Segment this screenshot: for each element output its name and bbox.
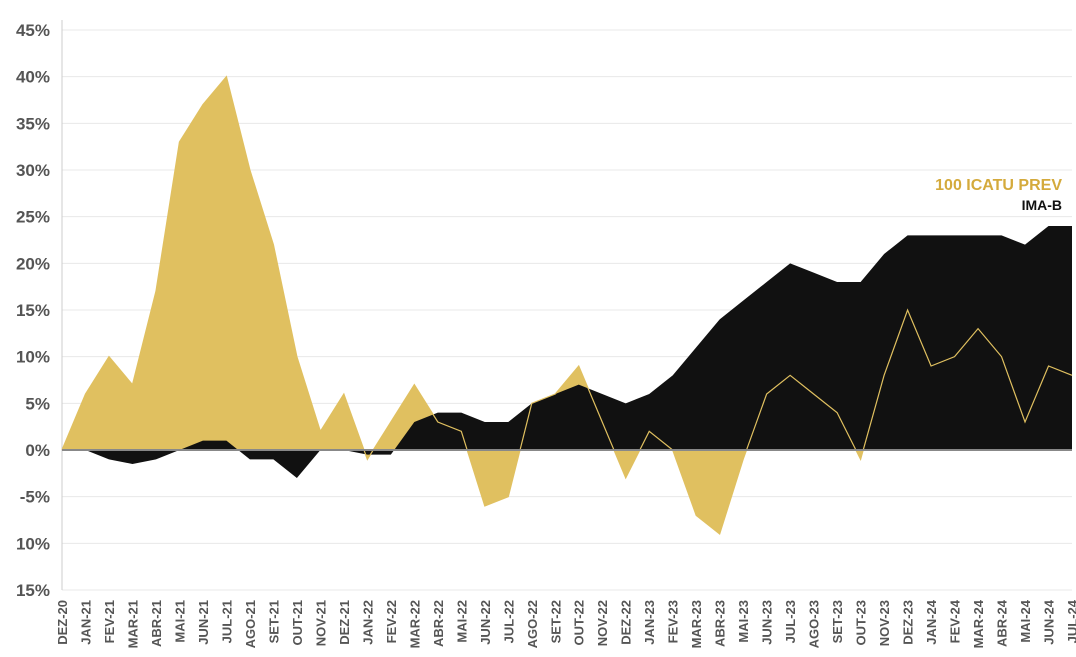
y-tick-label: 5% <box>25 394 50 413</box>
x-tick-label: DEZ-20 <box>55 600 70 645</box>
x-tick-label: AGO-21 <box>243 600 258 648</box>
x-tick-label: JUL-23 <box>783 600 798 643</box>
x-tick-label: JUN-22 <box>478 600 493 645</box>
x-tick-label: JAN-21 <box>78 600 93 645</box>
x-tick-label: NOV-21 <box>313 600 328 646</box>
legend-label: IMA-B <box>1022 197 1062 213</box>
y-tick-label: 25% <box>16 208 50 227</box>
y-tick-label: 15% <box>16 581 50 600</box>
x-tick-label: SET-21 <box>266 600 281 643</box>
x-tick-label: ABR-22 <box>431 600 446 647</box>
x-tick-label: AGO-22 <box>525 600 540 648</box>
x-tick-label: NOV-22 <box>595 600 610 646</box>
x-tick-label: FEV-24 <box>948 599 963 643</box>
y-tick-label: 0% <box>25 441 50 460</box>
y-tick-label: 15% <box>16 301 50 320</box>
x-tick-label: JAN-22 <box>360 600 375 645</box>
x-tick-label: MAI-22 <box>454 600 469 643</box>
plot: 45% 40% 35% 30% 25% 20% 15% 10% 5% 0% -5% 10% 15% DEZ… <box>16 20 1076 648</box>
area <box>62 226 1072 478</box>
x-tick-label: MAR-22 <box>407 600 422 648</box>
x-tick-label: JUL-22 <box>501 600 516 643</box>
x-tick-label: DEZ-21 <box>337 600 352 645</box>
x-tick-label: MAI-23 <box>736 600 751 643</box>
x-tick-label: JAN-24 <box>924 599 939 645</box>
y-tick-label: 40% <box>16 68 50 87</box>
x-tick-label: ABR-21 <box>149 600 164 647</box>
y-tick-label: -5% <box>20 488 50 507</box>
x-tick-label: FEV-23 <box>666 600 681 643</box>
x-tick-label: OUT-21 <box>290 600 305 646</box>
x-tick-label: OUT-22 <box>572 600 587 646</box>
x-tick-label: MAI-24 <box>1018 599 1033 642</box>
x-tick-label: JUN-23 <box>760 600 775 645</box>
x-tick-label: ABR-24 <box>995 599 1010 647</box>
x-tick-label: MAR-21 <box>125 600 140 648</box>
x-tick-label: AGO-23 <box>807 600 822 648</box>
x-tick-label: JUL-24 <box>1065 599 1076 643</box>
x-tick-label: FEV-21 <box>102 600 117 643</box>
x-tick-label: SET-23 <box>830 600 845 643</box>
y-tick-label: 10% <box>16 348 50 367</box>
x-tick-label: DEZ-23 <box>901 600 916 645</box>
y-tick-label: 45% <box>16 21 50 40</box>
y-tick-label: 35% <box>16 114 50 133</box>
y-tick-label: 10% <box>16 534 50 553</box>
x-tick-label: JUN-21 <box>196 600 211 645</box>
x-tick-label: FEV-22 <box>384 600 399 643</box>
x-tick-label: JAN-23 <box>642 600 657 645</box>
y-tick-label: 20% <box>16 254 50 273</box>
x-tick-label: MAR-24 <box>971 599 986 648</box>
line <box>61 75 1073 536</box>
x-tick-label: OUT-23 <box>854 600 869 646</box>
legend-label: 100 ICATU PREV <box>935 177 1062 194</box>
x-tick-label: SET-22 <box>548 600 563 643</box>
x-tick-label: ABR-23 <box>713 600 728 647</box>
x-tick-label: NOV-23 <box>877 600 892 646</box>
x-tick-label: MAR-23 <box>689 600 704 648</box>
x-tick-label: JUN-24 <box>1042 599 1057 645</box>
y-tick-label: 30% <box>16 161 50 180</box>
x-tick-label: MAI-21 <box>172 600 187 643</box>
x-tick-label: DEZ-22 <box>619 600 634 645</box>
x-tick-label: JUL-21 <box>219 600 234 643</box>
